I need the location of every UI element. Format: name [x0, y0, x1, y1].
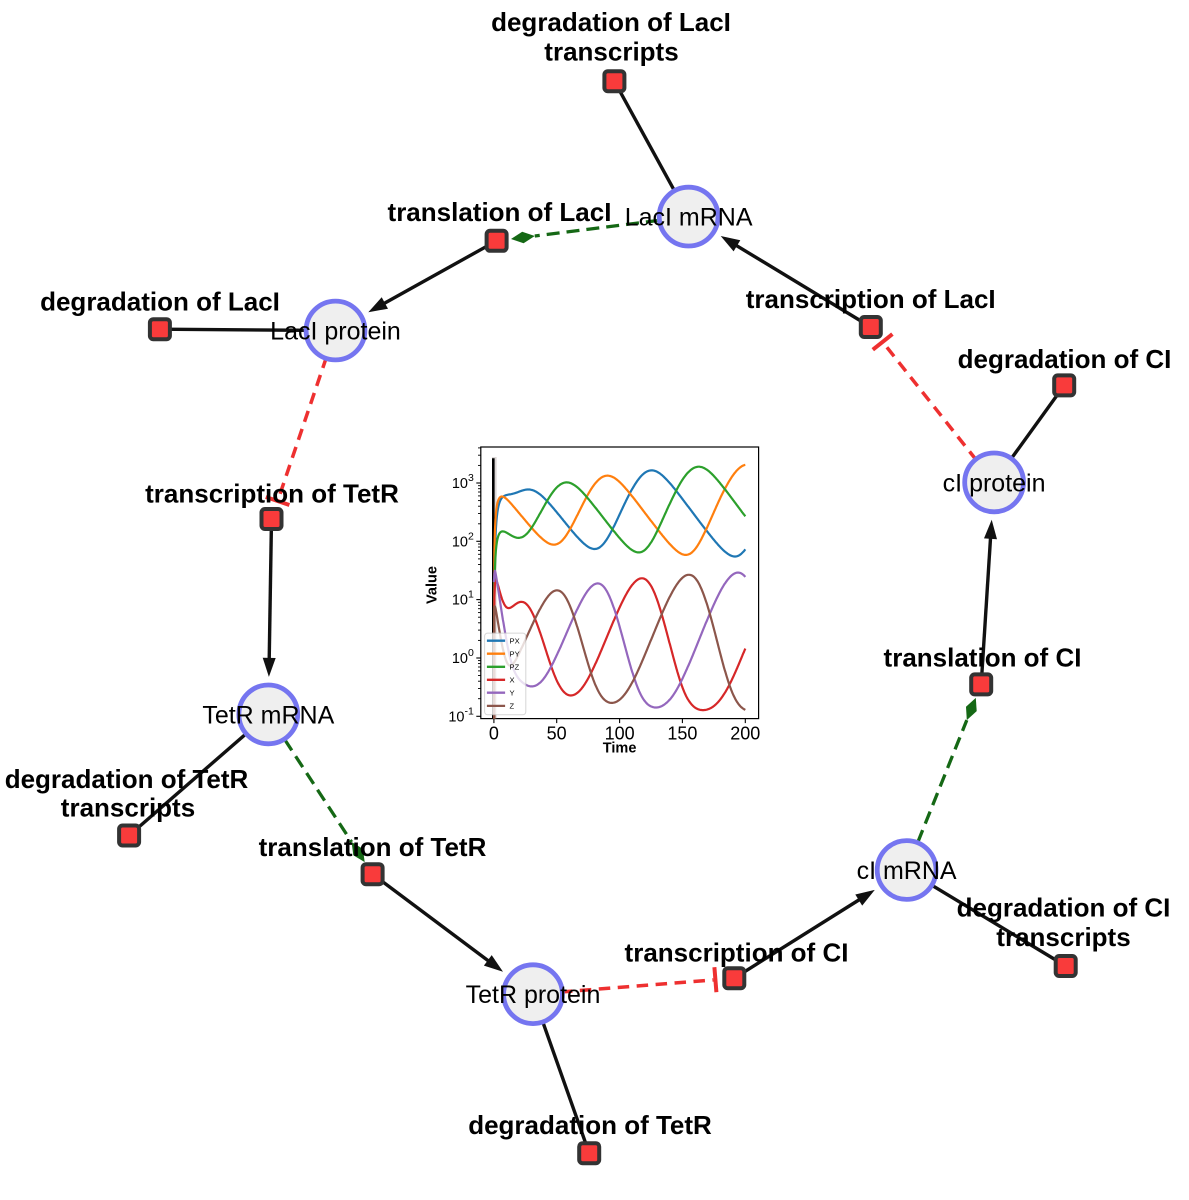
svg-text:Time: Time [603, 741, 637, 757]
svg-text:transcripts: transcripts [61, 793, 195, 823]
svg-text:degradation of LacI: degradation of LacI [40, 287, 280, 317]
svg-text:100: 100 [452, 647, 474, 667]
svg-text:0: 0 [489, 724, 499, 744]
svg-text:degradation of TetR: degradation of TetR [468, 1110, 712, 1140]
svg-text:degradation of TetR: degradation of TetR [5, 764, 249, 794]
svg-text:103: 103 [452, 472, 474, 492]
svg-text:102: 102 [452, 530, 474, 550]
svg-text:cI protein: cI protein [943, 469, 1046, 497]
svg-text:translation of TetR: translation of TetR [259, 832, 487, 862]
svg-text:degradation of CI: degradation of CI [957, 893, 1171, 923]
svg-text:cI mRNA: cI mRNA [857, 857, 957, 885]
svg-text:150: 150 [667, 724, 697, 744]
svg-text:200: 200 [730, 724, 760, 744]
svg-text:Value: Value [424, 566, 440, 604]
svg-text:transcription of TetR: transcription of TetR [145, 479, 399, 509]
svg-text:10-1: 10-1 [448, 705, 474, 725]
svg-text:Z: Z [510, 702, 515, 711]
svg-text:transcription of LacI: transcription of LacI [746, 284, 996, 314]
svg-text:TetR protein: TetR protein [466, 981, 601, 1009]
svg-text:degradation of LacI: degradation of LacI [491, 7, 731, 37]
svg-text:translation of CI: translation of CI [884, 643, 1082, 673]
svg-text:transcripts: transcripts [544, 37, 678, 67]
svg-text:PZ: PZ [510, 663, 520, 672]
svg-text:100: 100 [605, 724, 635, 744]
svg-text:101: 101 [452, 589, 474, 609]
svg-text:PX: PX [510, 636, 520, 645]
svg-text:degradation of CI: degradation of CI [958, 344, 1172, 374]
svg-text:LacI mRNA: LacI mRNA [625, 204, 753, 232]
svg-text:X: X [510, 676, 515, 685]
svg-text:Y: Y [510, 688, 515, 697]
svg-text:transcription of CI: transcription of CI [625, 937, 849, 967]
svg-text:translation of LacI: translation of LacI [388, 197, 612, 227]
svg-text:TetR mRNA: TetR mRNA [202, 701, 334, 729]
svg-text:50: 50 [547, 724, 567, 744]
svg-text:transcripts: transcripts [996, 922, 1130, 952]
svg-text:PY: PY [510, 649, 520, 658]
svg-text:LacI protein: LacI protein [270, 318, 401, 346]
